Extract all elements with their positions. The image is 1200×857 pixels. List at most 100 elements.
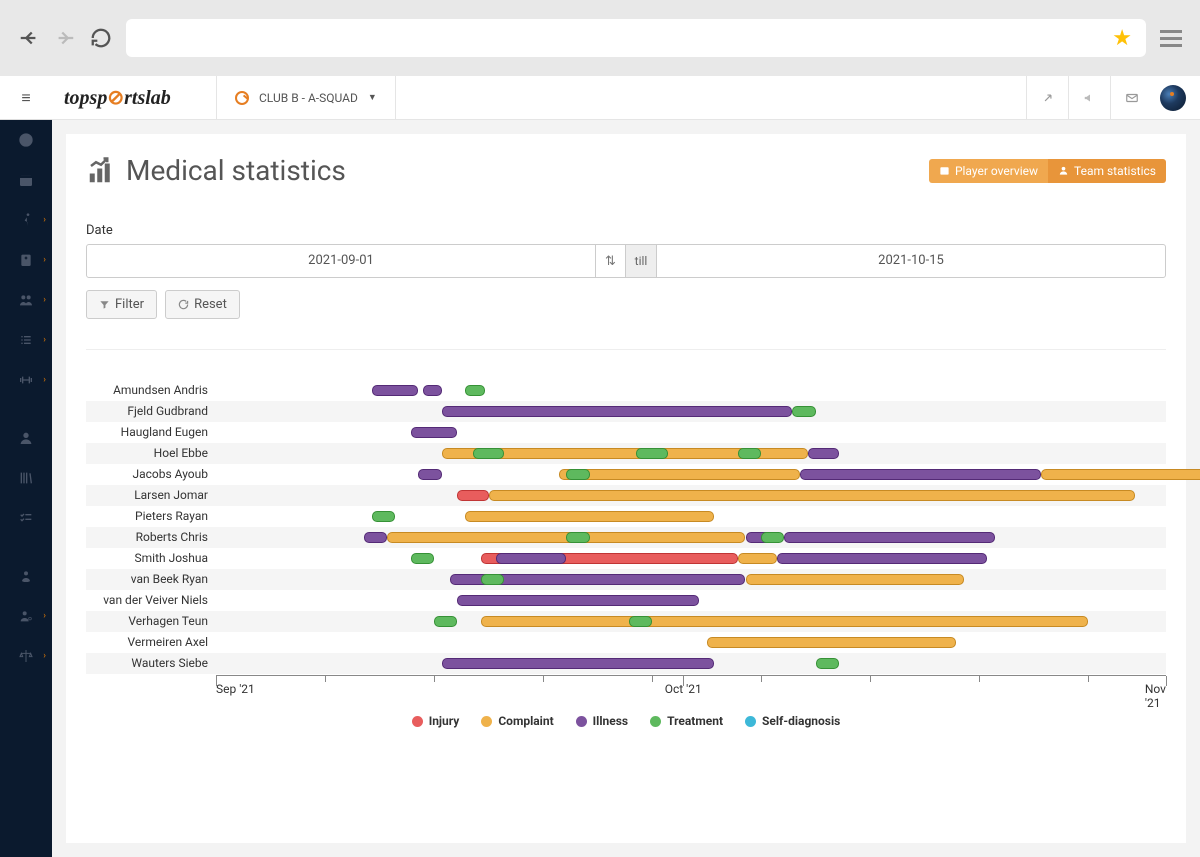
browser-chrome: ★: [0, 0, 1200, 76]
legend-dot: [576, 716, 587, 727]
browser-menu-icon[interactable]: [1160, 30, 1182, 47]
reset-button[interactable]: Reset: [165, 290, 240, 319]
sidebar-item-tasks[interactable]: [0, 498, 52, 538]
timeline-segment[interactable]: [473, 448, 504, 459]
legend-item[interactable]: Complaint: [481, 714, 553, 728]
timeline-segment[interactable]: [707, 637, 956, 648]
chart-row: [216, 380, 1166, 401]
timeline-segment[interactable]: [423, 385, 442, 396]
player-name: Hoel Ebbe: [86, 443, 214, 464]
squad-selector[interactable]: CLUB B - A-SQUAD ▼: [216, 76, 396, 119]
timeline-segment[interactable]: [636, 448, 667, 459]
bookmark-star-icon[interactable]: ★: [1112, 26, 1132, 51]
timeline-segment[interactable]: [457, 595, 698, 606]
sidebar: ≡ › › › › › › ›: [0, 76, 52, 857]
reload-icon[interactable]: [90, 27, 112, 49]
timeline-segment[interactable]: [761, 532, 784, 543]
sidebar-item-admin[interactable]: ›: [0, 596, 52, 636]
player-name: Smith Joshua: [86, 548, 214, 569]
user-avatar[interactable]: [1160, 85, 1186, 111]
legend-item[interactable]: Self-diagnosis: [745, 714, 840, 728]
timeline-segment[interactable]: [481, 616, 1088, 627]
sidebar-item-gym[interactable]: ›: [0, 360, 52, 400]
timeline-segment[interactable]: [481, 574, 504, 585]
timeline-segment[interactable]: [411, 427, 458, 438]
legend-item[interactable]: Illness: [576, 714, 628, 728]
timeline-segment[interactable]: [442, 658, 715, 669]
forward-icon[interactable]: [54, 27, 76, 49]
timeline-segment[interactable]: [364, 532, 387, 543]
expand-icon[interactable]: [1026, 76, 1068, 120]
legend-label: Illness: [593, 714, 628, 728]
timeline-segment[interactable]: [1041, 469, 1200, 480]
filter-button[interactable]: Filter: [86, 290, 157, 319]
chart-row-label: Roberts Chris: [86, 527, 216, 548]
timeline-segment[interactable]: [816, 658, 839, 669]
player-name: Wauters Siebe: [86, 653, 214, 674]
timeline-segment[interactable]: [559, 469, 800, 480]
timeline-segment[interactable]: [465, 385, 485, 396]
chart-plot-area: [216, 380, 1166, 674]
sidebar-item-team[interactable]: ›: [0, 280, 52, 320]
sidebar-item-profile[interactable]: [0, 556, 52, 596]
sidebar-item-balance[interactable]: ›: [0, 636, 52, 676]
timeline-segment[interactable]: [372, 385, 419, 396]
timeline-segment[interactable]: [738, 448, 761, 459]
player-name: Pieters Rayan: [86, 506, 214, 527]
timeline-segment[interactable]: [738, 553, 777, 564]
player-name: Amundsen Andris: [86, 380, 214, 401]
user-icon: [1058, 165, 1069, 176]
sidebar-item-dashboard[interactable]: [0, 120, 52, 160]
squad-icon: [235, 91, 249, 105]
chart-row: [216, 653, 1166, 674]
legend-label: Complaint: [498, 714, 553, 728]
sidebar-item-medical[interactable]: ›: [0, 240, 52, 280]
timeline-segment[interactable]: [489, 490, 1135, 501]
url-bar[interactable]: ★: [126, 19, 1146, 57]
legend-item[interactable]: Injury: [412, 714, 460, 728]
chart-row: [216, 611, 1166, 632]
brand-logo[interactable]: topsp⊘rtslab: [52, 85, 216, 110]
timeline-segment[interactable]: [784, 532, 994, 543]
date-from-input[interactable]: 2021-09-01: [87, 245, 595, 277]
content-area: Medical statistics Player overview Team …: [52, 120, 1200, 857]
timeline-segment[interactable]: [457, 490, 488, 501]
timeline-segment[interactable]: [465, 511, 714, 522]
sidebar-item-activity[interactable]: ›: [0, 200, 52, 240]
timeline-segment[interactable]: [372, 511, 395, 522]
calendar-icon: [939, 165, 950, 176]
sidebar-item-library[interactable]: [0, 458, 52, 498]
timeline-segment[interactable]: [434, 616, 457, 627]
back-icon[interactable]: [18, 27, 40, 49]
date-to-input[interactable]: 2021-10-15: [657, 245, 1165, 277]
chart-row: [216, 464, 1166, 485]
chart-legend: Injury Complaint Illness Treatment Self-diag…: [86, 714, 1166, 728]
timeline-segment[interactable]: [442, 406, 792, 417]
legend-item[interactable]: Treatment: [650, 714, 723, 728]
timeline-segment[interactable]: [418, 469, 441, 480]
sidebar-toggle[interactable]: ≡: [0, 76, 52, 120]
sidebar-item-lists[interactable]: ›: [0, 320, 52, 360]
timeline-segment[interactable]: [808, 448, 839, 459]
timeline-segment[interactable]: [496, 553, 566, 564]
timeline-segment[interactable]: [800, 469, 1041, 480]
team-statistics-button[interactable]: Team statistics: [1048, 159, 1166, 183]
timeline-segment[interactable]: [566, 469, 589, 480]
player-name: van der Veiver Niels: [86, 590, 214, 611]
announce-icon[interactable]: [1068, 76, 1110, 120]
timeline-segment[interactable]: [746, 574, 964, 585]
chart-row-label: Wauters Siebe: [86, 653, 216, 674]
player-overview-button[interactable]: Player overview: [929, 159, 1048, 183]
timeline-segment[interactable]: [411, 553, 434, 564]
sidebar-item-calendar[interactable]: [0, 160, 52, 200]
timeline-segment[interactable]: [792, 406, 815, 417]
chart-icon: [86, 156, 116, 186]
timeline-segment[interactable]: [566, 532, 589, 543]
date-swap-icon[interactable]: ⇅: [595, 245, 625, 277]
timeline-segment[interactable]: [777, 553, 987, 564]
chart-row-label: van Beek Ryan: [86, 569, 216, 590]
timeline-segment[interactable]: [629, 616, 652, 627]
mail-icon[interactable]: [1110, 76, 1152, 120]
sidebar-item-user[interactable]: [0, 418, 52, 458]
axis-label: Nov '21: [1145, 682, 1166, 710]
